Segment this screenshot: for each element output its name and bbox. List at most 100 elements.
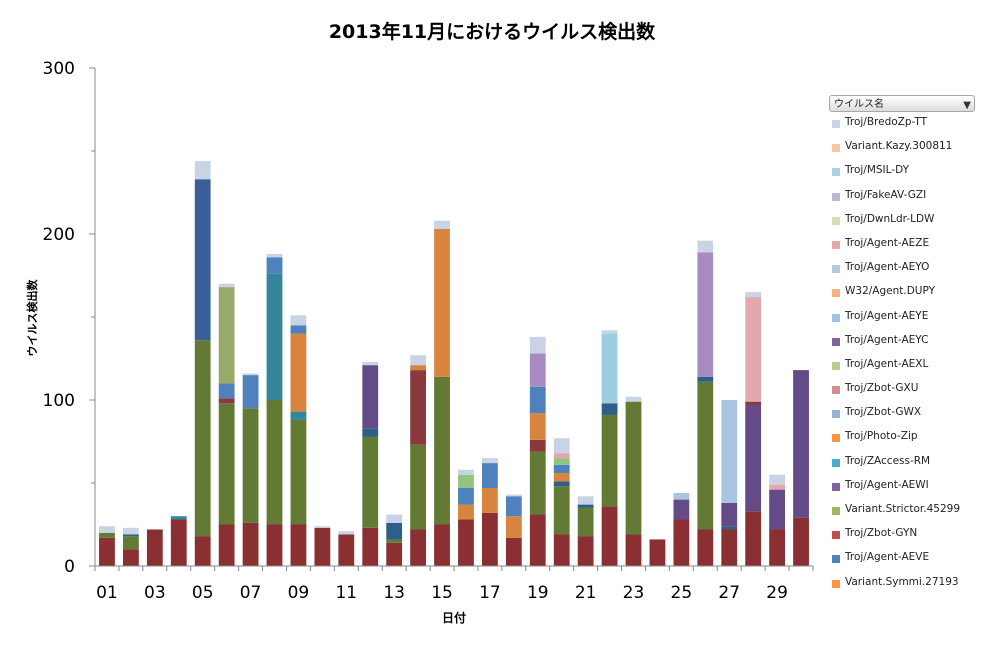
x-tick-label: 05	[192, 583, 214, 603]
legend-label: Troj/MSIL-DY	[845, 164, 910, 177]
dropdown-arrow-icon[interactable]: ▼	[963, 100, 971, 111]
legend: ウイルス名 ▼ Troj/BredoZp-TT Variant.Kazy.3008…	[829, 95, 975, 588]
bar-segment-17-s7	[482, 487, 498, 513]
bar-segment-19-s0	[529, 514, 546, 566]
bar-segment-26-s11	[697, 252, 714, 377]
bar-segment-05-s2	[194, 340, 211, 537]
x-tick-label: 23	[623, 583, 645, 603]
legend-swatch	[832, 289, 840, 298]
bar-segment-02-s16	[123, 527, 139, 535]
legend-swatch	[832, 240, 840, 249]
bar-segment-28-s16	[745, 292, 762, 298]
legend-label: Troj/Agent-AEXL	[845, 357, 929, 370]
legend-filter-dropdown[interactable]: ウイルス名 ▼	[829, 95, 975, 112]
legend-label: Troj/Photo-Zip	[845, 430, 918, 443]
legend-swatch	[832, 144, 840, 153]
bar-segment-07-s0	[242, 522, 259, 566]
bar-segment-29-s4	[769, 489, 785, 530]
bar-segment-09-s0	[290, 524, 307, 566]
bar-segment-17-s0	[482, 512, 498, 566]
legend-item: W32/Agent.DUPY	[829, 281, 975, 305]
bar-segment-14-s2	[410, 444, 426, 530]
bar-segment-28-s4	[745, 404, 762, 512]
x-tick-label: 29	[766, 583, 788, 603]
x-tick-label: 27	[718, 583, 740, 603]
bar-segment-22-s2	[601, 414, 618, 507]
legend-label: Troj/Agent-AEWI	[845, 478, 929, 491]
bar-segment-09-s8	[290, 325, 307, 334]
bar-segment-09-s7	[290, 333, 307, 412]
bar-segment-27-s9	[721, 400, 738, 503]
y-tick-label: 300	[43, 59, 75, 79]
legend-label: Troj/Zbot-GWX	[845, 406, 922, 419]
bar-segment-13-s2	[386, 539, 403, 543]
bar-segment-07-s16	[242, 373, 259, 376]
legend-label: Variant.Kazy.300811	[845, 140, 953, 153]
legend-swatch	[832, 168, 840, 177]
legend-item: Troj/BredoZp-TT	[829, 112, 975, 136]
x-tick-label: 25	[671, 583, 693, 603]
legend-item: Troj/Agent-AEWI	[829, 475, 975, 499]
bar-segment-28-s0	[745, 511, 762, 566]
bar-segment-17-s8	[482, 463, 498, 488]
bar-segment-05-s14	[194, 179, 211, 341]
legend-label: Troj/BredoZp-TT	[845, 116, 928, 128]
bar-segment-28-s12	[745, 297, 762, 402]
bar-segment-10-s16	[314, 526, 331, 528]
bar-segment-30-s4	[793, 370, 809, 518]
bar-segment-09-s2	[290, 419, 307, 525]
bar-segment-18-s0	[505, 537, 522, 566]
y-tick-label: 200	[43, 225, 75, 245]
legend-label: Troj/Agent-AEVE	[845, 551, 930, 564]
y-tick-label: 0	[64, 557, 75, 577]
x-tick-label: 19	[527, 583, 549, 603]
legend-label: Troj/Agent-AEYC	[845, 333, 929, 346]
bar-segment-19-s11	[529, 353, 546, 387]
bar-segment-21-s2	[577, 507, 594, 537]
bar-segment-08-s0	[266, 524, 283, 566]
legend-swatch	[832, 216, 840, 225]
bar-segment-21-s3	[577, 504, 594, 508]
bar-segment-13-s3	[386, 522, 403, 540]
legend-label: Variant.Symmi.27193	[845, 575, 959, 588]
bar-segment-06-s15	[218, 287, 235, 384]
legend-list: Troj/BredoZp-TT Variant.Kazy.300811 Troj/M…	[829, 112, 975, 596]
x-tick-label: 21	[575, 583, 597, 603]
bar-segment-04-s0	[170, 519, 187, 566]
bar-segment-07-s2	[242, 408, 259, 523]
bar-segment-26-s0	[697, 529, 714, 566]
bar-segment-25-s4	[673, 499, 690, 520]
bar-segment-11-s16	[338, 531, 355, 535]
bar-segment-25-s0	[673, 519, 690, 566]
bar-segment-16-s16	[458, 469, 474, 475]
bar-segment-14-s5	[410, 370, 426, 445]
bar-segment-29-s16	[769, 474, 785, 485]
bar-segment-19-s8	[529, 386, 546, 414]
y-tick-label: 100	[43, 391, 75, 411]
bar-segment-06-s0	[218, 524, 235, 566]
axes-group: 0 100 200 300 01 03 05 07 09 11 13 15 17 19 21 23 25 27 29	[43, 59, 814, 603]
bar-segment-12-s0	[362, 527, 379, 566]
bar-segment-08-s2	[266, 400, 283, 525]
legend-item: Variant.Kazy.300811	[829, 136, 975, 160]
bar-segment-23-s16	[625, 396, 642, 402]
bar-segment-20-s2	[553, 486, 570, 535]
bar-segment-14-s0	[410, 529, 426, 566]
legend-swatch	[832, 361, 840, 370]
x-tick-label: 17	[479, 583, 501, 603]
bar-segment-16-s7	[458, 504, 474, 520]
bar-segment-05-s16	[194, 160, 211, 180]
legend-label: Troj/ZAccess-RM	[845, 454, 931, 467]
bar-segment-02-s2	[123, 536, 139, 550]
legend-swatch	[832, 192, 840, 201]
bar-segment-21-s16	[577, 496, 594, 505]
bar-segment-14-s7	[410, 365, 426, 371]
bar-segment-26-s2	[697, 381, 714, 530]
bar-segment-06-s16	[218, 283, 235, 288]
legend-swatch	[832, 120, 840, 128]
bar-segment-19-s16	[529, 336, 546, 354]
bar-segment-15-s16	[434, 220, 450, 230]
legend-swatch	[832, 531, 840, 540]
legend-swatch	[832, 507, 840, 515]
legend-item: Troj/Zbot-GWX	[829, 402, 975, 426]
